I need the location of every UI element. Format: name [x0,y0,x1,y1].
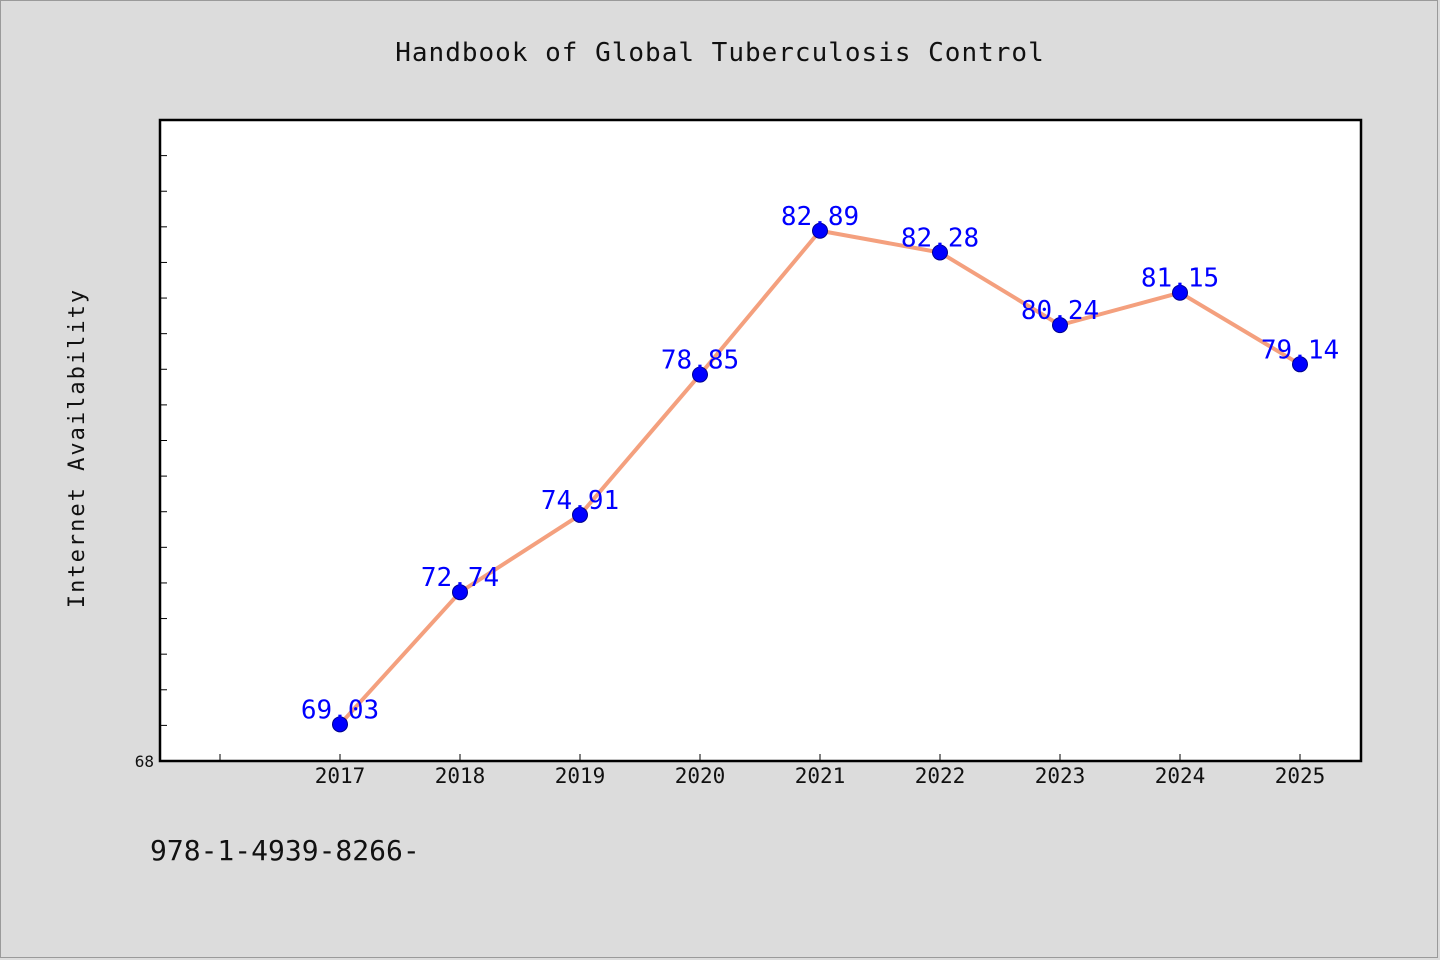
data-label: 81.15 [1141,264,1219,294]
x-tick-label: 2024 [1155,764,1206,788]
data-label: 82.28 [901,223,979,253]
y-axis: 68 [135,155,167,771]
data-point [692,366,708,383]
x-tick-label: 2017 [315,764,366,788]
data-label: 78.85 [661,346,739,376]
x-tick-label: 2020 [675,764,726,788]
series-group [332,222,1308,733]
isbn-footer: 978-1-4939-8266- [150,834,420,867]
data-point [1292,356,1308,373]
x-tick-label: 2023 [1035,764,1086,788]
x-tick-label: 2018 [435,764,486,788]
chart-title: Handbook of Global Tuberculosis Control [395,38,1044,68]
data-point [332,716,348,733]
data-label: 72.74 [421,563,499,593]
x-tick-label: 2025 [1275,764,1326,788]
data-labels: 69.03 72.74 74.91 78.85 82.89 82.28 80.24 81.15… [301,202,1339,726]
y-axis-label: Internet Availability [65,288,90,608]
data-label: 82.89 [781,202,859,232]
data-point [1052,317,1068,334]
x-tick-label: 2021 [795,764,846,788]
y-tick-label: 68 [135,752,154,771]
x-tick-label: 2019 [555,764,606,788]
data-label: 74.91 [541,486,619,516]
data-point [812,222,828,239]
data-label: 79.14 [1261,335,1339,365]
x-axis: 2017 2018 2019 2020 2021 2022 2023 2024 2025 [219,754,1326,788]
data-point [1172,284,1188,301]
x-tick-label: 2022 [915,764,966,788]
data-label: 69.03 [301,695,379,725]
data-point [452,584,468,601]
plot-area [158,118,1363,763]
data-point [572,506,588,523]
data-point [932,244,948,261]
data-label: 80.24 [1021,296,1099,326]
